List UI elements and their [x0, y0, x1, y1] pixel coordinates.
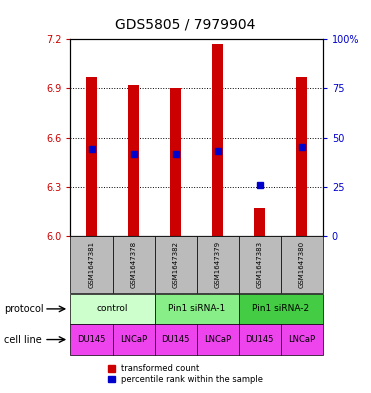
Bar: [170, 88, 181, 236]
Bar: [70, 294, 155, 324]
Text: GSM1647382: GSM1647382: [173, 241, 178, 288]
Bar: [281, 324, 323, 355]
Bar: [296, 77, 307, 236]
Text: Pin1 siRNA-2: Pin1 siRNA-2: [252, 305, 309, 313]
Text: Pin1 siRNA-1: Pin1 siRNA-1: [168, 305, 225, 313]
Text: DU145: DU145: [246, 335, 274, 344]
Bar: [112, 236, 155, 293]
Text: cell line: cell line: [4, 334, 42, 345]
Bar: [112, 324, 155, 355]
Text: LNCaP: LNCaP: [120, 335, 147, 344]
Bar: [212, 44, 223, 236]
Bar: [155, 324, 197, 355]
Text: LNCaP: LNCaP: [204, 335, 231, 344]
Text: GSM1647378: GSM1647378: [131, 241, 137, 288]
Bar: [70, 236, 112, 293]
Text: GDS5805 / 7979904: GDS5805 / 7979904: [115, 18, 256, 32]
Bar: [70, 324, 112, 355]
Text: GSM1647379: GSM1647379: [215, 241, 221, 288]
Bar: [197, 236, 239, 293]
Bar: [239, 236, 281, 293]
Text: control: control: [97, 305, 128, 313]
Legend: transformed count, percentile rank within the sample: transformed count, percentile rank withi…: [106, 363, 265, 386]
Bar: [197, 324, 239, 355]
Text: protocol: protocol: [4, 304, 43, 314]
Text: GSM1647381: GSM1647381: [89, 241, 95, 288]
Bar: [239, 294, 323, 324]
Bar: [281, 236, 323, 293]
Bar: [155, 236, 197, 293]
Text: GSM1647383: GSM1647383: [257, 241, 263, 288]
Text: LNCaP: LNCaP: [288, 335, 315, 344]
Text: DU145: DU145: [161, 335, 190, 344]
Bar: [86, 77, 97, 236]
Text: GSM1647380: GSM1647380: [299, 241, 305, 288]
Bar: [128, 85, 139, 236]
Bar: [155, 294, 239, 324]
Bar: [255, 208, 265, 236]
Text: DU145: DU145: [77, 335, 106, 344]
Bar: [239, 324, 281, 355]
